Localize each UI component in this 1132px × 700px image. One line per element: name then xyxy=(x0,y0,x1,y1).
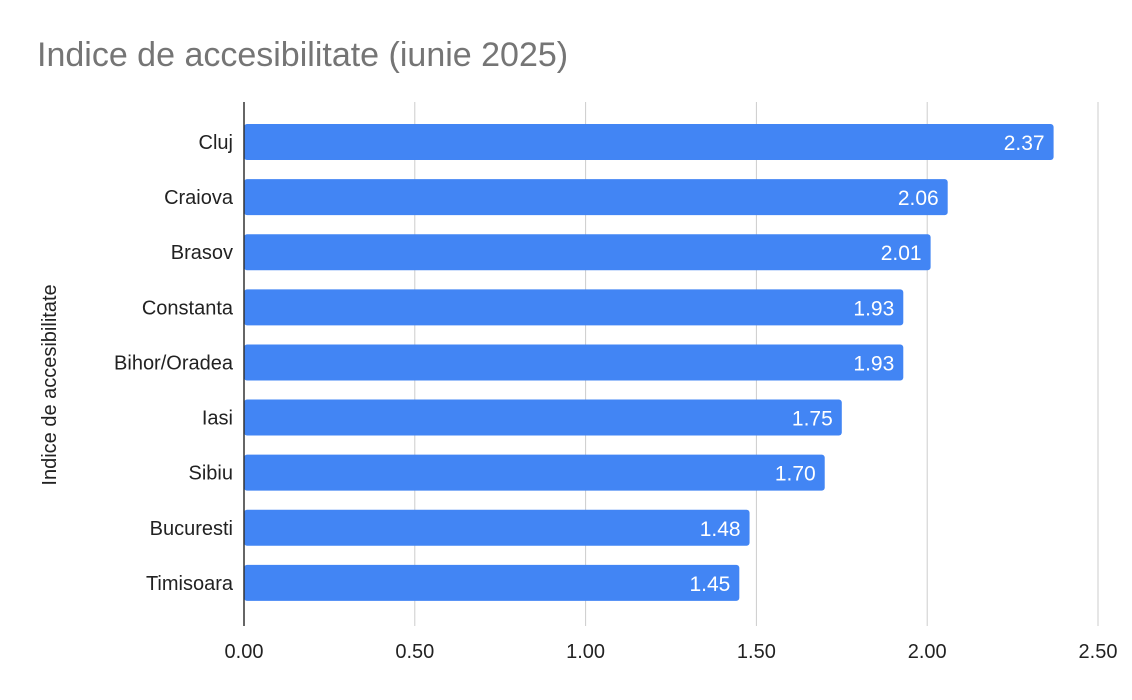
x-tick-label: 2.50 xyxy=(1079,641,1118,663)
data-label: 1.93 xyxy=(853,297,894,320)
category-label: Iasi xyxy=(202,408,233,430)
category-label: Bihor/Oradea xyxy=(114,352,234,374)
bar xyxy=(244,564,740,601)
data-label: 2.37 xyxy=(1004,132,1045,155)
data-label: 1.45 xyxy=(689,573,730,596)
bar xyxy=(244,509,750,546)
data-label: 2.01 xyxy=(881,242,922,265)
data-label: 2.06 xyxy=(898,187,939,210)
x-tick-label: 0.00 xyxy=(225,641,264,663)
category-label: Sibiu xyxy=(189,463,233,485)
category-label: Constanta xyxy=(142,297,234,319)
bar xyxy=(244,454,825,491)
labels: 0.00 0.50 1.00 1.50 2.00 2.50 Cluj 2.37 Craiova 2… xyxy=(114,132,1117,663)
data-label: 1.75 xyxy=(792,408,833,431)
bar xyxy=(244,234,931,271)
category-label: Bucuresti xyxy=(150,518,233,540)
category-label: Timisoara xyxy=(146,573,234,595)
x-tick-label: 2.00 xyxy=(908,641,947,663)
data-label: 1.93 xyxy=(853,352,894,375)
chart-title: Indice de accesibilitate (iunie 2025) xyxy=(37,36,569,74)
y-axis-title: Indice de accesibilitate xyxy=(39,284,61,485)
bars xyxy=(244,124,1054,601)
category-label: Craiova xyxy=(164,187,234,209)
x-tick-label: 1.50 xyxy=(737,641,776,663)
x-tick-label: 1.00 xyxy=(566,641,605,663)
bar xyxy=(244,289,904,326)
bar xyxy=(244,124,1054,160)
bar xyxy=(244,399,842,436)
bar xyxy=(244,344,904,381)
data-label: 1.48 xyxy=(700,518,741,541)
category-label: Cluj xyxy=(199,132,233,154)
bar xyxy=(244,179,948,216)
x-tick-label: 0.50 xyxy=(395,641,434,663)
data-label: 1.70 xyxy=(775,463,816,486)
category-label: Brasov xyxy=(171,242,233,264)
